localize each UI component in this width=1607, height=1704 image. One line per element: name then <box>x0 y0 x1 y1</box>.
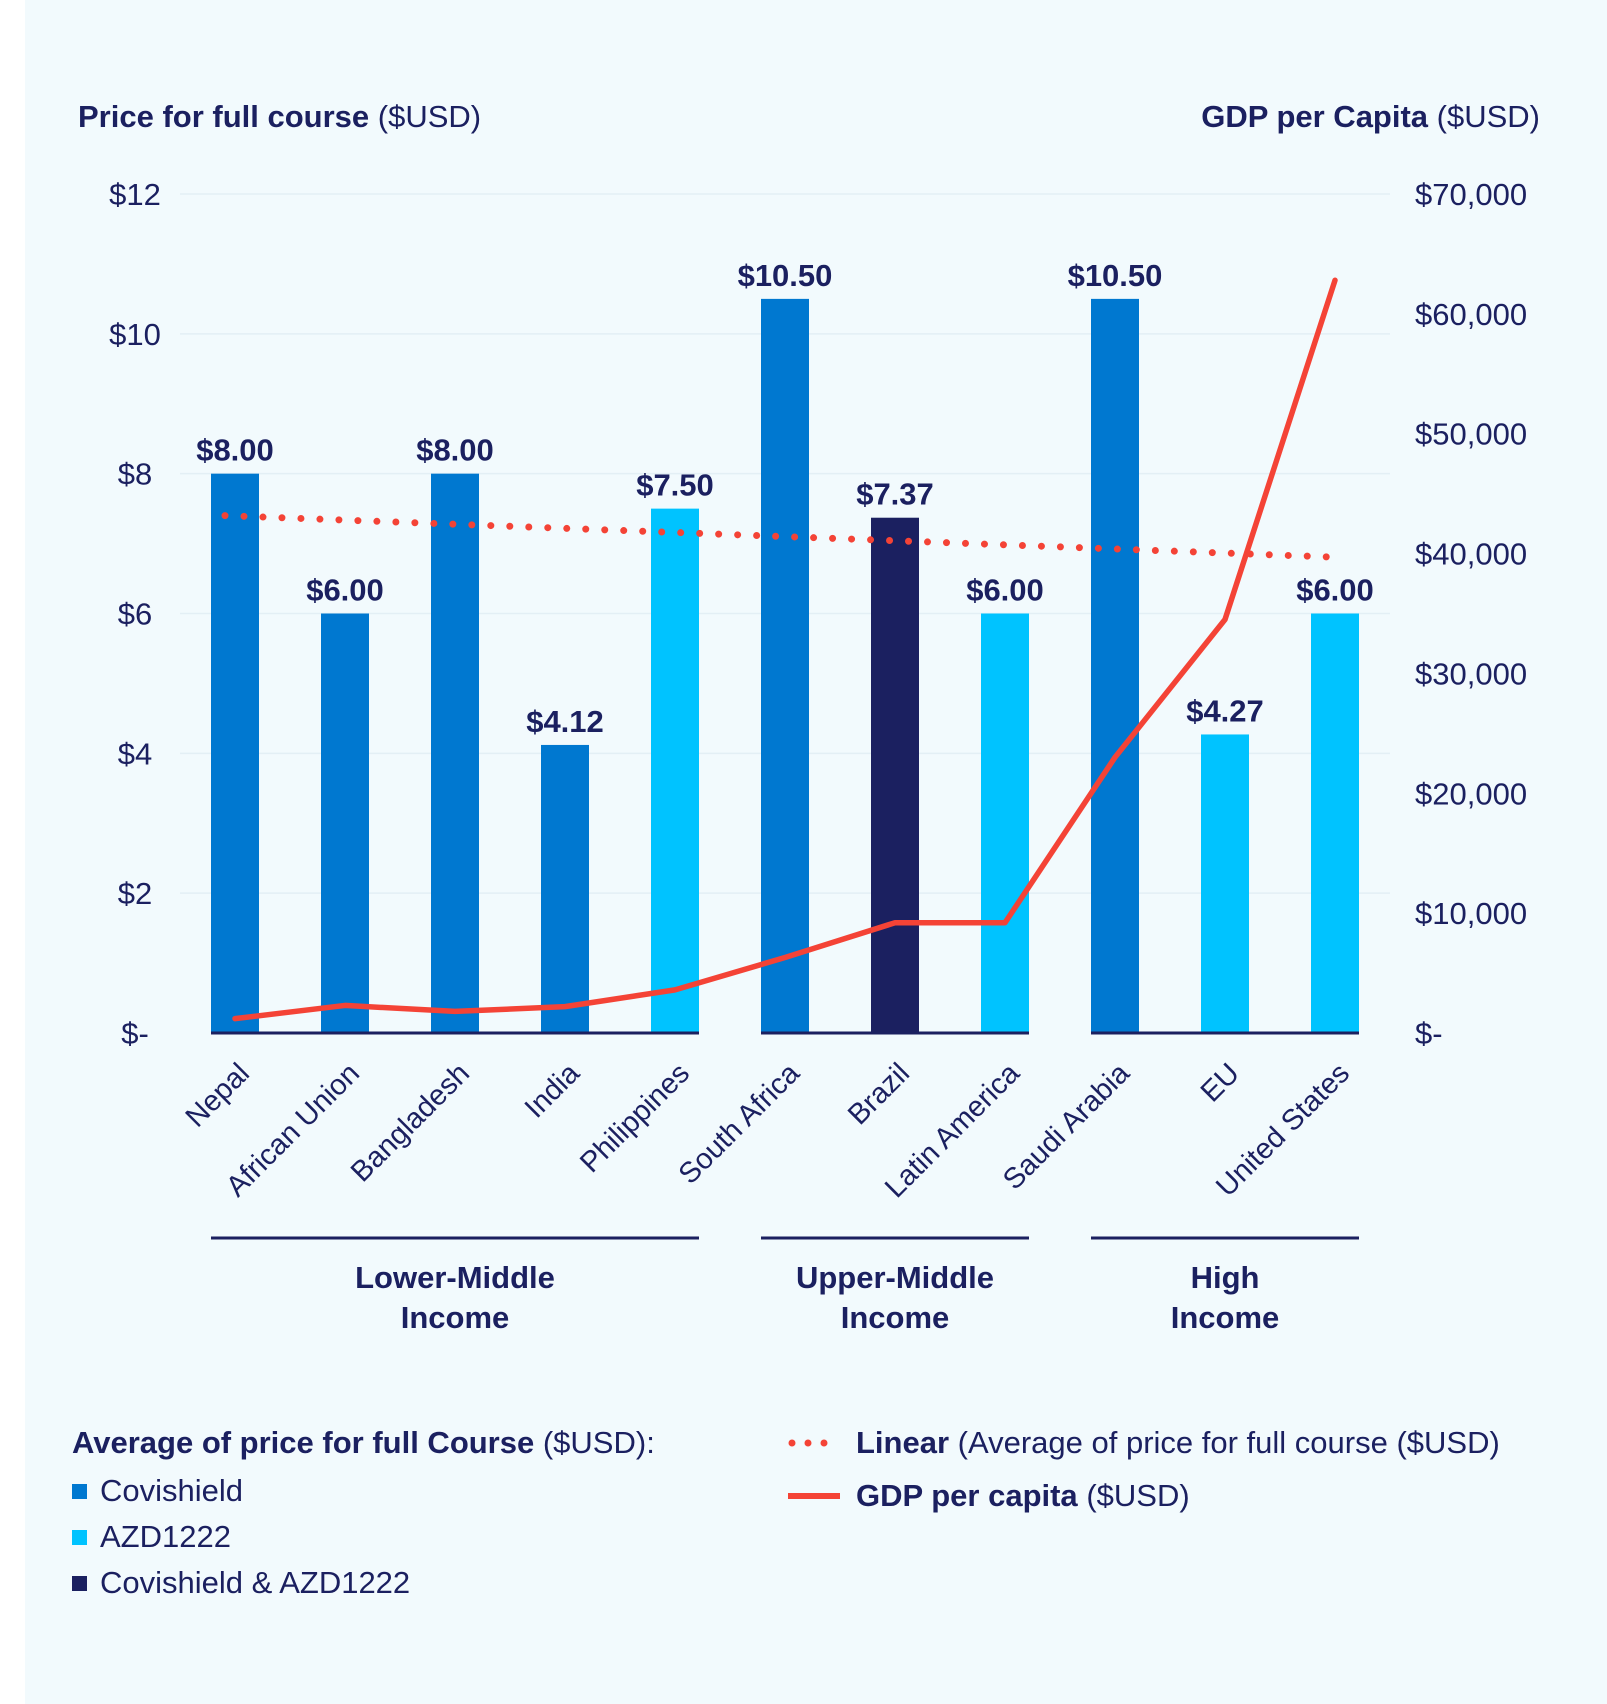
legend-item-covishield-azd1222: Covishield & AZD1222 <box>72 1560 655 1606</box>
bar-nepal <box>211 473 259 1034</box>
legend-linear-label: Linear <box>856 1425 950 1460</box>
y-right-tick-label: $- <box>1415 1016 1443 1051</box>
y-right-tick-label: $30,000 <box>1415 656 1527 691</box>
y-left-axis-title: Price for full course ($USD) <box>78 99 481 134</box>
income-group-label-line2: Income <box>1171 1300 1280 1335</box>
legend-label-covishield-azd1222: Covishield & AZD1222 <box>100 1565 411 1600</box>
x-category-label: EU <box>1195 1057 1246 1108</box>
azd1222-swatch-icon <box>72 1529 87 1545</box>
bar-saudi-arabia <box>1091 298 1139 1033</box>
income-group-label-line2: Income <box>401 1300 510 1335</box>
y-right-tick-label: $10,000 <box>1415 896 1527 931</box>
linear-trendline <box>221 512 1349 562</box>
bar-value-label: $4.12 <box>526 704 604 739</box>
x-category-label: India <box>519 1057 587 1125</box>
y-left-tick-label: $12 <box>109 177 161 212</box>
bar-india <box>541 744 589 1033</box>
y-right-tick-label: $20,000 <box>1415 776 1527 811</box>
bar-latin-america <box>981 613 1029 1033</box>
bar-south-africa <box>761 298 809 1033</box>
legend-item-linear: Linear (Average of price for full course… <box>786 1418 1500 1468</box>
bar-value-label: $7.37 <box>856 477 934 512</box>
legend-gdp-label: GDP per capita <box>856 1478 1078 1513</box>
y-left-tick-label: $6 <box>118 597 152 632</box>
x-category-label: Bangladesh <box>345 1057 476 1188</box>
legend-average-title: Average of price for full Course <box>72 1425 535 1460</box>
legend-item-gdp: GDP per capita ($USD) <box>786 1468 1500 1524</box>
covishield-azd1222-swatch-icon <box>72 1575 87 1591</box>
bar-value-label: $4.27 <box>1186 693 1264 728</box>
covishield-swatch-icon <box>72 1483 87 1499</box>
line-legend: Linear (Average of price for full course… <box>786 1418 1500 1524</box>
bar-philippines <box>651 508 699 1033</box>
legend-linear-desc: (Average of price for full course ($USD) <box>957 1425 1500 1460</box>
legend-item-azd1222: AZD1222 <box>72 1514 655 1560</box>
y-right-tick-label: $40,000 <box>1415 537 1527 572</box>
bar-african-union <box>321 613 369 1033</box>
bar-eu <box>1201 734 1249 1033</box>
income-group-label-line2: Income <box>841 1300 950 1335</box>
bar-value-label: $8.00 <box>196 433 274 468</box>
y-right-tick-label: $50,000 <box>1415 417 1527 452</box>
legend-label-covishield: Covishield <box>100 1473 244 1508</box>
legend-item-covishield: Covishield <box>72 1468 655 1514</box>
bar-value-label: $10.50 <box>1068 258 1163 293</box>
price-vs-gdp-chart: Price for full course ($USD) GDP per Capi… <box>78 99 1540 1335</box>
y-right-axis-title: GDP per Capita ($USD) <box>1201 99 1540 134</box>
x-category-label: Brazil <box>842 1057 916 1131</box>
legend-gdp-unit: ($USD) <box>1086 1478 1190 1513</box>
x-category-label: Nepal <box>180 1057 256 1133</box>
legend-label-azd1222: AZD1222 <box>100 1519 231 1554</box>
vaccine-legend: Average of price for full Course ($USD):… <box>72 1418 655 1606</box>
bar-value-label: $6.00 <box>966 573 1044 608</box>
gdp-per-capita-line <box>232 277 1338 1022</box>
income-group-label-line1: Lower-Middle <box>355 1260 555 1295</box>
y-left-tick-label: $- <box>121 1016 149 1051</box>
y-left-tick-label: $10 <box>109 317 161 352</box>
bar-value-label: $6.00 <box>1296 573 1374 608</box>
x-category-label: South Africa <box>673 1057 807 1191</box>
bar-value-label: $10.50 <box>738 258 833 293</box>
bar-united-states <box>1311 613 1359 1033</box>
y-right-tick-label: $60,000 <box>1415 297 1527 332</box>
income-group-label-line1: High <box>1191 1260 1260 1295</box>
y-left-tick-label: $8 <box>118 457 152 492</box>
income-group-label-line1: Upper-Middle <box>796 1260 994 1295</box>
y-left-tick-label: $4 <box>118 736 152 771</box>
bar-brazil <box>871 517 919 1033</box>
legend-average-unit: ($USD): <box>542 1425 655 1460</box>
y-left-tick-label: $2 <box>118 876 152 911</box>
solid-line-icon <box>788 1493 840 1499</box>
bar-value-label: $7.50 <box>636 468 714 503</box>
y-right-tick-label: $70,000 <box>1415 177 1527 212</box>
bar-bangladesh <box>431 473 479 1034</box>
x-category-label: Philippines <box>574 1057 696 1179</box>
bar-value-label: $6.00 <box>306 573 384 608</box>
bar-value-label: $8.00 <box>416 433 494 468</box>
chart-panel: Price for full course ($USD) GDP per Capi… <box>25 0 1607 1704</box>
dotted-line-icon <box>788 1439 842 1447</box>
